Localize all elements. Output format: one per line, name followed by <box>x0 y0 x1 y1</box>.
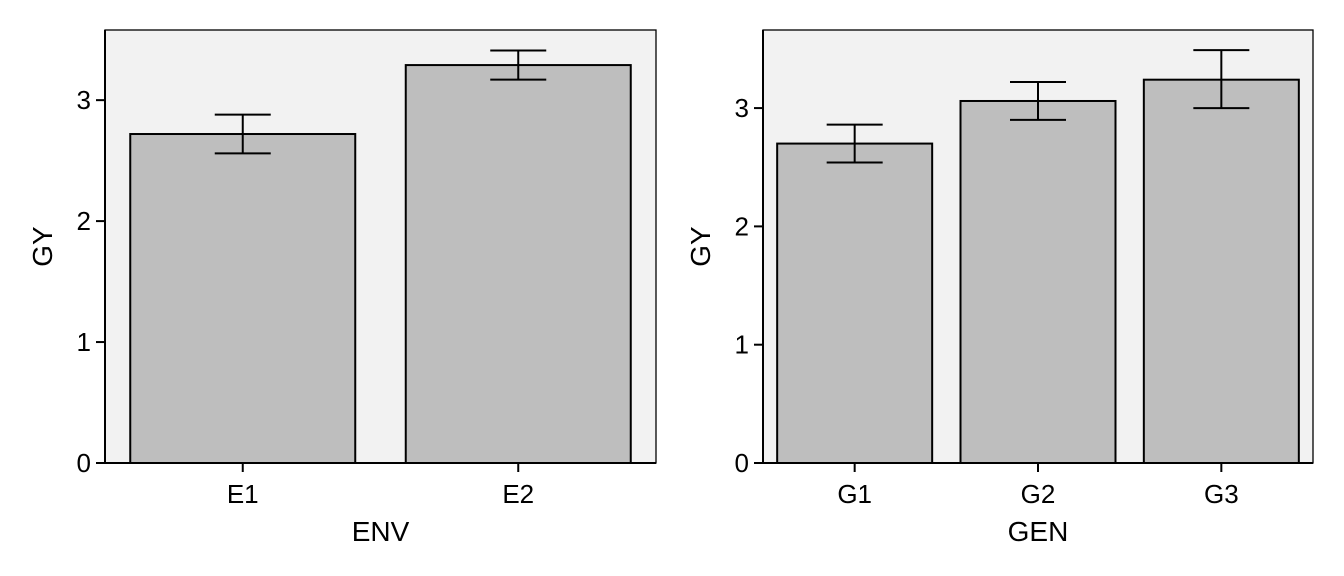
error-bar-g1 <box>826 123 883 164</box>
x-tick-label: G1 <box>837 479 872 509</box>
y-tick-label: 0 <box>735 448 749 478</box>
error-bar-e2 <box>490 49 547 81</box>
bar-g1 <box>776 142 934 465</box>
bar-g2 <box>959 99 1117 464</box>
x-tick-label: G3 <box>1204 479 1239 509</box>
y-tick-label: 0 <box>77 448 91 478</box>
y-tick-label: 3 <box>77 85 91 115</box>
error-bar-g2 <box>1010 81 1066 121</box>
y-tick-label: 2 <box>735 211 749 241</box>
error-bar-e1 <box>214 113 271 155</box>
gen-chart-panel: 0 1 2 3 G1 G2 G3 GEN GY <box>685 29 1314 547</box>
bar-g3 <box>1142 78 1300 464</box>
x-axis-title: GEN <box>1008 516 1069 547</box>
x-tick-label: G2 <box>1021 479 1056 509</box>
error-bar-g3 <box>1193 49 1250 110</box>
y-tick-label: 2 <box>77 206 91 236</box>
y-tick-label: 1 <box>77 327 91 357</box>
y-axis-title: GY <box>27 226 58 267</box>
x-tick-label: E1 <box>227 479 259 509</box>
bar-e2 <box>404 64 632 465</box>
x-axis-title: ENV <box>352 516 410 547</box>
y-tick-label: 3 <box>735 93 749 123</box>
bar-e1 <box>129 133 357 464</box>
x-tick-label: E2 <box>502 479 534 509</box>
env-chart-panel: 0 1 2 3 E1 E2 ENV GY <box>27 29 657 547</box>
y-tick-label: 1 <box>735 330 749 360</box>
y-axis-title: GY <box>685 226 716 267</box>
